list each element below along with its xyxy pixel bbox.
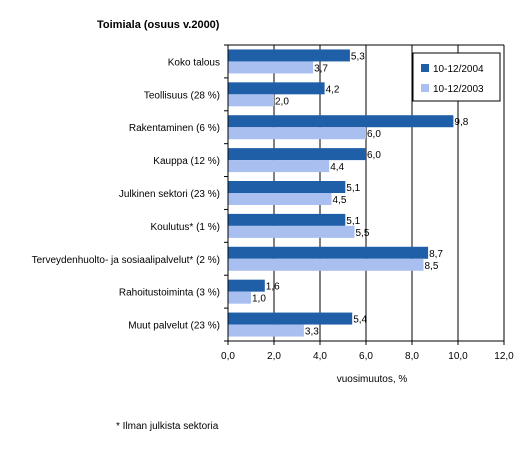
legend-box <box>412 52 501 102</box>
bar-series-2004 <box>228 279 265 292</box>
bar-series-2004 <box>228 213 346 226</box>
x-tick-label: 0,0 <box>221 351 235 362</box>
bar-series-2003 <box>228 94 274 107</box>
data-label: 6,0 <box>367 150 381 161</box>
bar-series-2004 <box>228 82 325 95</box>
data-label: 5,1 <box>346 216 360 227</box>
x-tick-label: 2,0 <box>267 351 281 362</box>
data-label: 4,4 <box>330 162 344 173</box>
bar-series-2004 <box>228 49 350 62</box>
data-label: 6,0 <box>367 129 381 140</box>
footnote: * Ilman julkista sektoria <box>116 421 219 432</box>
x-tick-label: 4,0 <box>313 351 327 362</box>
data-label: 3,3 <box>305 327 319 338</box>
bar-series-2003 <box>228 193 332 205</box>
bar-series-2003 <box>228 258 424 271</box>
category-label: Julkinen sektori (23 %) <box>119 189 220 200</box>
data-label: 4,2 <box>326 84 340 95</box>
category-label: Terveydenhuolto- ja sosiaalipalvelut* (2… <box>32 255 220 266</box>
category-label: Koko talous <box>168 57 220 68</box>
bar-series-2004 <box>228 148 366 161</box>
bar-series-2003 <box>228 291 251 304</box>
bar-series-2004 <box>228 312 353 325</box>
bar-series-2003 <box>228 324 304 337</box>
bar-series-2003 <box>228 225 355 238</box>
legend-label: 10-12/2004 <box>433 64 484 75</box>
data-label: 1,6 <box>266 282 280 293</box>
category-label: Muut palvelut (23 %) <box>128 321 220 332</box>
data-label: 5,1 <box>346 183 360 194</box>
data-label: 1,0 <box>252 294 266 305</box>
data-label: 2,0 <box>275 96 289 107</box>
category-label: Rahoitustoiminta (3 %) <box>119 288 220 299</box>
data-label: 5,5 <box>356 228 370 239</box>
x-tick-label: 8,0 <box>405 351 419 362</box>
category-label: Teollisuus (28 %) <box>144 90 220 101</box>
data-label: 8,5 <box>425 261 439 272</box>
bar-series-2004 <box>228 246 429 259</box>
data-label: 5,3 <box>351 51 365 62</box>
bar-series-2004 <box>228 181 346 193</box>
data-label: 9,8 <box>454 117 468 128</box>
bar-series-2003 <box>228 160 330 173</box>
data-label: 5,4 <box>353 315 367 326</box>
legend-swatch <box>421 64 429 72</box>
bar-series-2003 <box>228 127 366 140</box>
data-label: 3,7 <box>314 63 328 74</box>
data-label: 8,7 <box>429 249 443 260</box>
bar-series-2004 <box>228 115 454 128</box>
data-label: 4,5 <box>333 195 347 206</box>
category-label: Kauppa (12 %) <box>153 156 220 167</box>
x-tick-label: 10,0 <box>448 351 468 362</box>
x-tick-label: 12,0 <box>494 351 514 362</box>
category-label: Rakentaminen (6 %) <box>129 123 220 134</box>
category-label: Koulutus* (1 %) <box>151 222 220 233</box>
bar-series-2003 <box>228 61 314 74</box>
legend-swatch <box>421 84 429 92</box>
x-axis-title: vuosimuutos, % <box>337 374 408 385</box>
x-tick-label: 6,0 <box>359 351 373 362</box>
legend-label: 10-12/2003 <box>433 84 484 95</box>
chart-title: Toimiala (osuus v.2000) <box>97 19 220 31</box>
